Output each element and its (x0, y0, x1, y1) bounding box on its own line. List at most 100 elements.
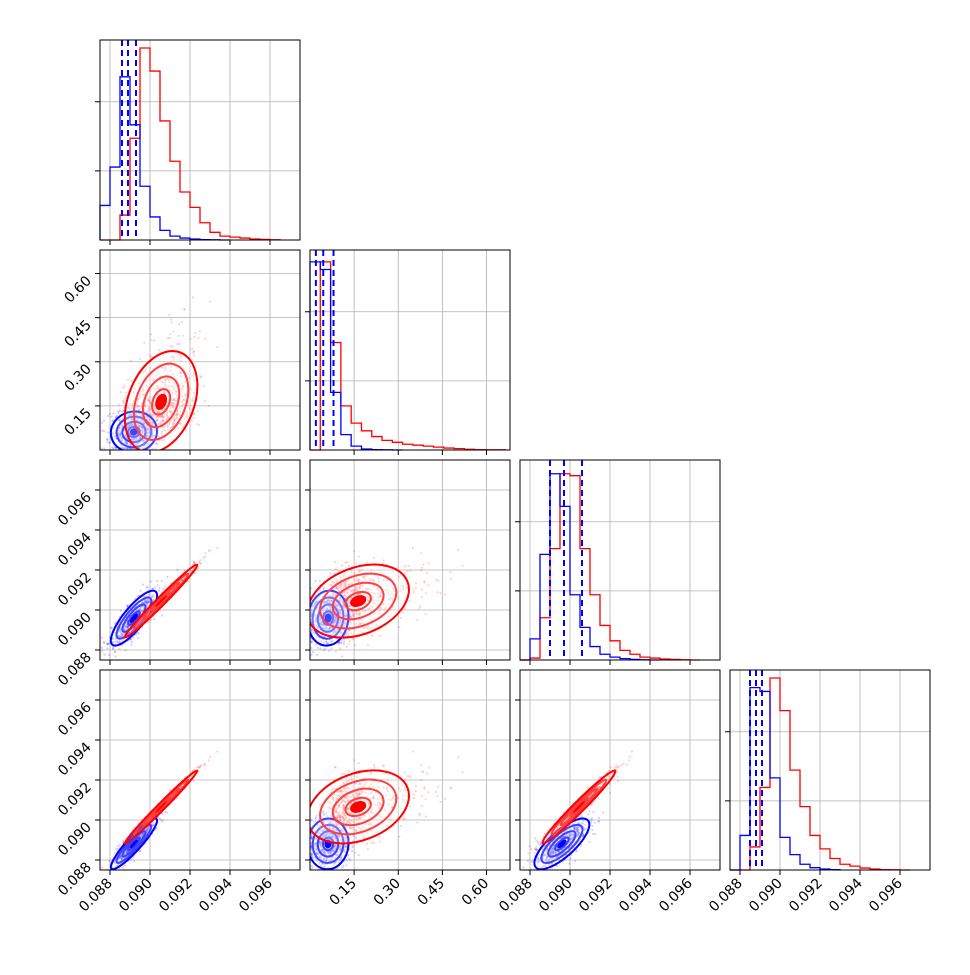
red-sample-point (169, 337, 171, 339)
red-sample-point (216, 346, 218, 348)
red-sample-point (168, 314, 170, 316)
blue-sample-point (103, 653, 105, 655)
red-sample-point (355, 562, 357, 564)
red-sample-point (151, 339, 153, 341)
scatter-panel-3-2 (297, 460, 535, 665)
blue-sample-point (153, 618, 155, 620)
red-sample-point (153, 339, 155, 341)
hist-panel-2 (305, 250, 510, 455)
red-sample-point (373, 557, 375, 559)
red-sample-point (122, 402, 124, 404)
red-sample-point (192, 417, 194, 419)
blue-sample-point (142, 584, 144, 586)
red-sample-point (139, 358, 141, 360)
red-sample-point (415, 582, 417, 584)
red-sample-point (122, 387, 124, 389)
x-tick-label: 0.096 (866, 875, 906, 915)
blue-sample-point (103, 419, 105, 421)
red-sample-point (421, 589, 423, 591)
red-sample-point (119, 391, 121, 393)
blue-sample-point (107, 415, 109, 417)
y-tick-label: 0.30 (61, 361, 94, 394)
red-sample-point (199, 559, 201, 561)
blue-sample-point (93, 647, 95, 649)
x-tick-label: 0.088 (706, 876, 746, 916)
blue-sample-point (120, 610, 122, 612)
y-tick-label: 0.096 (55, 699, 95, 739)
red-sample-point (121, 411, 123, 413)
red-sample-point (358, 555, 360, 557)
blue-sample-point (115, 847, 117, 849)
blue-sample-point (96, 638, 98, 640)
red-sample-point (125, 392, 127, 394)
blue-sample-point (101, 430, 103, 432)
red-sample-point (198, 424, 200, 426)
blue-sample-point (103, 642, 105, 644)
blue-sample-point (315, 580, 317, 582)
blue-sample-point (164, 585, 166, 587)
red-sample-point (435, 579, 437, 581)
blue-sample-point (319, 580, 321, 582)
red-sample-point (410, 570, 412, 572)
blue-sample-point (103, 430, 105, 432)
red-sample-point (398, 626, 400, 628)
red-sample-point (199, 330, 201, 332)
blue-sample-point (93, 441, 95, 443)
red-sample-point (408, 565, 410, 567)
blue-sample-point (96, 871, 98, 873)
red-sample-point (150, 619, 152, 621)
red-sample-point (193, 350, 195, 352)
red-sample-point (123, 399, 125, 401)
blue-sample-point (139, 850, 141, 852)
blue-sample-point (150, 581, 152, 583)
red-sample-point (208, 550, 210, 552)
red-sample-point (339, 648, 341, 650)
red-sample-point (383, 559, 385, 561)
blue-sample-point (158, 589, 160, 591)
blue-sample-point (323, 649, 325, 651)
red-sample-point (170, 321, 172, 323)
red-sample-point (404, 565, 406, 567)
red-sample-point (204, 400, 206, 402)
blue-sample-point (317, 647, 319, 649)
blue-sample-point (156, 580, 158, 582)
x-tick-label: 0.092 (786, 876, 826, 916)
red-sample-point (182, 334, 184, 336)
red-sample-point (169, 333, 171, 335)
red-sample-point (191, 348, 193, 350)
blue-sample-point (314, 644, 316, 646)
red-sample-point (172, 330, 174, 332)
red-sample-point (354, 644, 356, 646)
red-sample-point (183, 308, 185, 310)
red-sample-point (349, 640, 351, 642)
red-sample-point (335, 568, 337, 570)
red-sample-point (118, 648, 120, 650)
blue-sample-point (137, 637, 139, 639)
blue-sample-point (108, 654, 110, 656)
blue-sample-point (343, 643, 345, 645)
hist-panel-1 (95, 40, 300, 245)
red-sample-point (420, 552, 422, 554)
blue-sample-point (108, 442, 110, 444)
red-sample-point (194, 332, 196, 334)
red-sample-point (427, 584, 429, 586)
red-sample-point (209, 301, 211, 303)
red-sample-point (131, 380, 133, 382)
blue-sample-point (161, 614, 163, 616)
blue-sample-point (330, 647, 332, 649)
blue-sample-point (166, 576, 168, 578)
blue-sample-point (103, 447, 105, 449)
y-tick-label: 0.60 (61, 273, 94, 306)
red-sample-point (412, 588, 414, 590)
red-sample-point (329, 573, 331, 575)
blue-sample-point (133, 860, 135, 862)
y-tick-label: 0.096 (55, 489, 95, 529)
red-sample-point (158, 349, 160, 351)
red-sample-point (208, 405, 210, 407)
x-tick-label: 0.094 (196, 875, 236, 915)
blue-sample-point (176, 569, 178, 571)
blue-sample-point (156, 584, 158, 586)
red-sample-point (204, 338, 206, 340)
